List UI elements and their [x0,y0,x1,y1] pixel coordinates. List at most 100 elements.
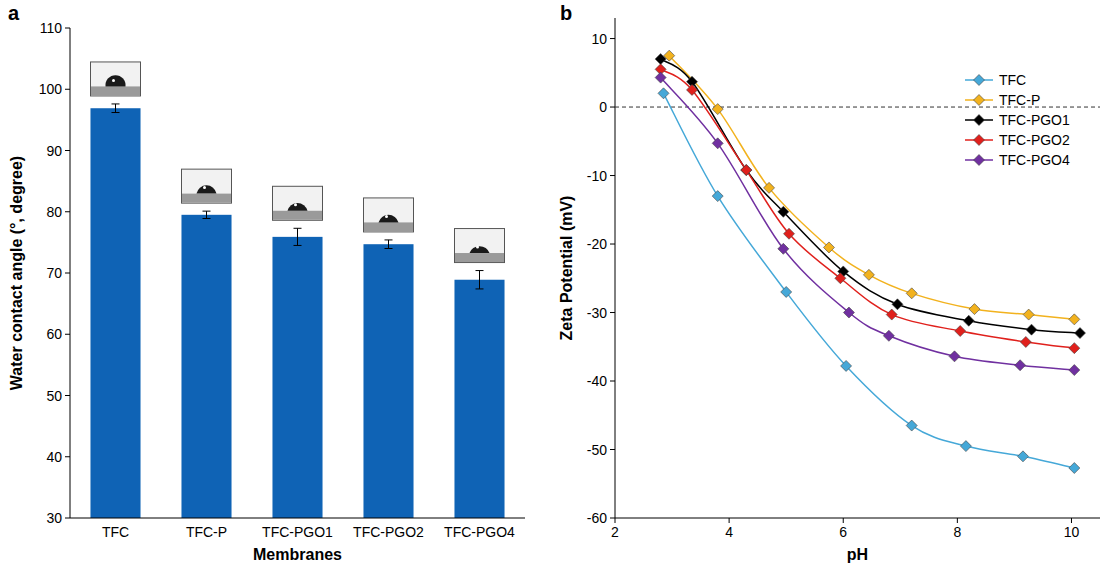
y-axis-title: Water contact angle (°, degree) [8,156,25,390]
point [863,269,874,280]
plot-marks [615,50,1100,473]
inset-frame [182,169,232,203]
inset-highlight [203,186,206,189]
legend-marker [974,75,985,86]
y-tick [65,334,70,335]
insets [91,62,505,263]
legend-label: TFC-PGO1 [999,112,1070,128]
inset-frame [91,62,141,96]
point [1017,451,1028,462]
series-line [661,78,1075,370]
y-axis [70,28,71,518]
x-tick [1071,518,1072,523]
point [712,191,723,202]
bar [454,280,504,518]
y-tick-label: 110 [40,20,63,36]
y-tick-label: 0 [599,99,607,115]
point [906,288,917,299]
error-bar [476,271,484,289]
y-tick [65,395,70,396]
y-tick [65,89,70,90]
bar [181,215,231,518]
point [712,138,723,149]
inset-frame [364,198,414,232]
error-cap [112,112,120,113]
point [841,360,852,371]
y-tick-label: -60 [587,510,607,526]
y-tick [65,150,70,151]
y-tick-label: -20 [587,236,607,252]
point [1020,336,1031,347]
error-stem [297,228,298,245]
legend-label: TFC [999,72,1026,88]
inset-droplet [379,215,399,223]
series-line [664,93,1075,468]
inset-droplet [288,203,308,211]
legend-label: TFC-PGO2 [999,132,1070,148]
bar [363,244,413,518]
point [1075,328,1086,339]
point [886,309,897,320]
x-axis-title: pH [847,546,868,563]
y-tick-label: 10 [591,31,607,47]
y-tick [610,175,615,176]
point [1069,463,1080,474]
y-tick [65,211,70,212]
legend-marker [974,135,985,146]
legend-marker [974,95,985,106]
panel-letter: a [8,2,20,24]
y-tick [65,273,70,274]
point [781,286,792,297]
error-bar [385,240,393,249]
inset-highlight [476,246,479,249]
error-stem [206,211,207,218]
inset-droplet [105,75,125,86]
x-tick [843,518,844,523]
y-tick-label: 80 [46,204,62,220]
point [906,420,917,431]
inset-substrate [91,86,140,95]
x-tick-label: TFC-PGO1 [262,524,333,540]
panel-b: b-60-50-40-30-20-10010246810TFCTFC-PTFC-… [558,2,1100,563]
legend-marker [974,115,985,126]
error-cap [294,245,302,246]
y-tick-label: 60 [46,326,62,342]
error-stem [388,240,389,249]
point [1069,314,1080,325]
point [960,441,971,452]
point [784,228,795,239]
point [778,243,789,254]
x-tick-label: 4 [725,524,733,540]
error-stem [115,104,116,113]
y-tick [610,107,615,108]
point [823,242,834,253]
y-axis-title: Zeta Potential (mV) [558,196,575,341]
chart-root: a30405060708090100110TFCTFC-PTFC-PGO1TFC… [0,0,1120,575]
y-tick [65,456,70,457]
bar [272,237,322,518]
x-tick-label: 6 [839,524,847,540]
point [741,165,752,176]
inset-substrate [273,211,322,220]
point [778,206,789,217]
point [712,104,723,115]
inset-highlight [294,203,297,206]
point [969,304,980,315]
inset-highlight [385,215,388,218]
y-tick [610,38,615,39]
bars [90,104,504,518]
x-axis-title: Membranes [253,546,342,563]
series-line [661,59,1080,333]
inset-highlight [112,79,115,82]
legend-label: TFC-P [999,92,1040,108]
point [883,330,894,341]
point [658,88,669,99]
point [949,351,960,362]
x-tick [957,518,958,523]
inset-substrate [364,222,413,231]
error-stem [479,271,480,289]
inset-droplet [470,246,490,253]
x-axis [70,518,525,519]
y-tick-label: 100 [39,81,63,97]
inset-droplet [197,185,217,193]
